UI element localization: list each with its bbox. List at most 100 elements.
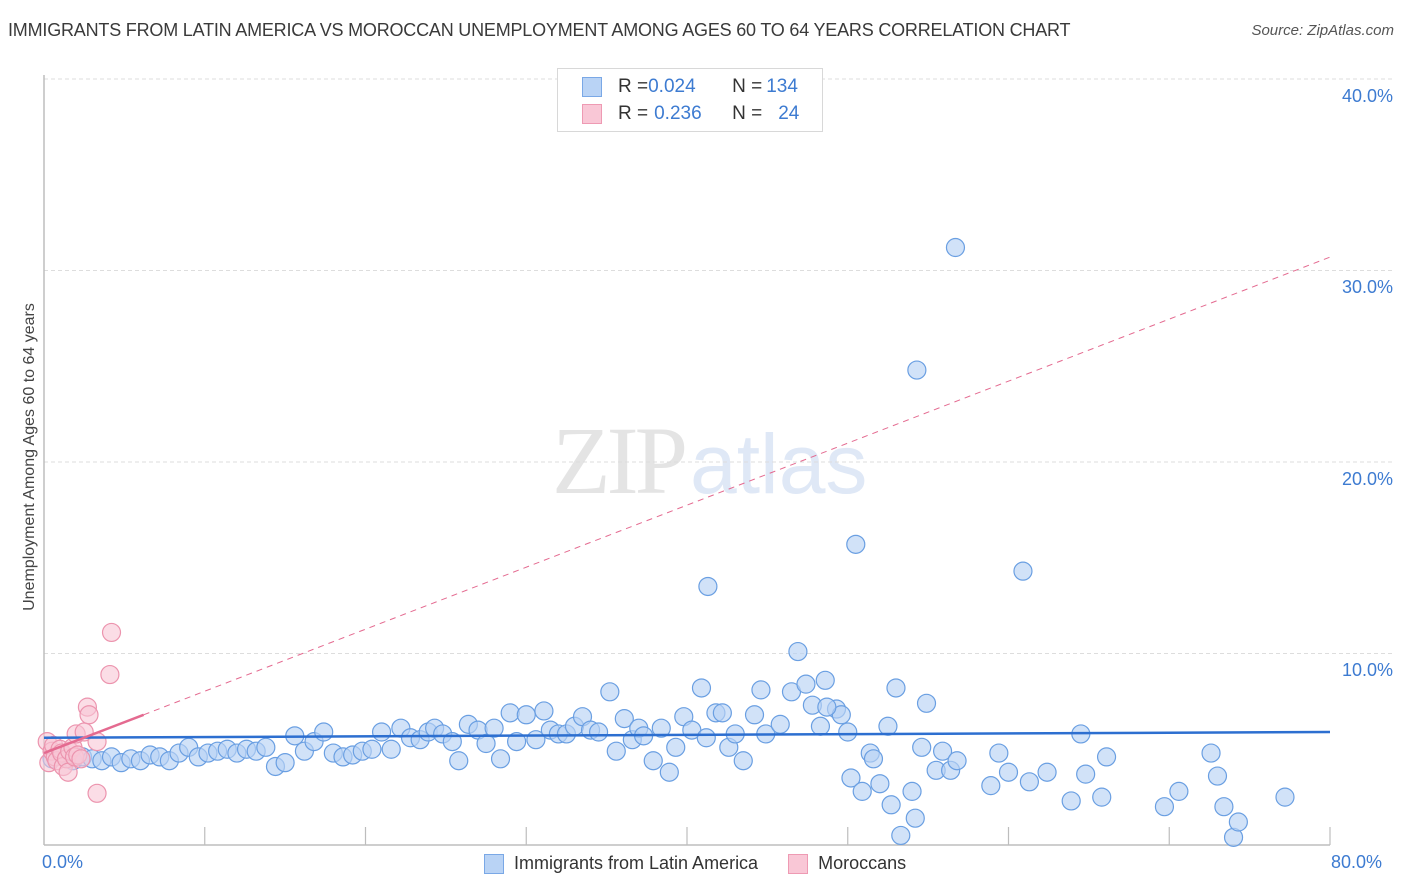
data-point-latin-america — [870, 774, 890, 794]
data-point-latin-america — [902, 781, 922, 801]
data-point-moroccans — [101, 622, 122, 643]
data-point-latin-america — [1037, 762, 1057, 782]
data-point-latin-america — [600, 682, 620, 702]
data-point-latin-america — [1207, 766, 1228, 786]
x-tick-min: 0.0% — [42, 852, 84, 872]
y-tick-40: 40.0% — [1341, 86, 1393, 106]
trendline-moroccans — [43, 713, 145, 755]
y-tick-10: 10.0% — [1341, 660, 1393, 680]
data-point-latin-america — [744, 705, 765, 725]
data-point-latin-america — [500, 703, 520, 723]
data-point-latin-america — [841, 768, 861, 788]
r-value: 0.236 — [654, 103, 702, 124]
r-value: 0.024 — [648, 76, 696, 97]
legend-item-moroccans[interactable]: Moroccans — [788, 853, 906, 874]
data-point-latin-america — [1154, 797, 1175, 817]
data-point-latin-america — [947, 751, 967, 771]
pink-swatch-icon — [582, 104, 602, 124]
data-point-latin-america — [796, 674, 816, 694]
data-point-latin-america — [1214, 797, 1234, 817]
data-point-latin-america — [449, 751, 469, 771]
data-point-latin-america — [846, 534, 866, 554]
data-point-latin-america — [516, 705, 536, 725]
data-point-moroccans — [71, 749, 91, 769]
data-point-latin-america — [314, 722, 334, 742]
data-point-latin-america — [905, 808, 925, 828]
data-point-latin-america — [815, 670, 835, 690]
data-point-latin-america — [484, 718, 504, 738]
data-point-latin-america — [751, 680, 771, 700]
series-legend: Immigrants from Latin America Moroccans — [484, 853, 936, 874]
data-point-latin-america — [1169, 781, 1189, 801]
legend-label: Immigrants from Latin America — [514, 853, 759, 873]
legend-label: Moroccans — [818, 853, 907, 873]
data-point-latin-america — [810, 716, 831, 736]
data-point-latin-america — [998, 762, 1019, 782]
trendline-latin-america — [43, 730, 1331, 740]
data-point-latin-america — [256, 737, 276, 757]
data-point-moroccans — [100, 664, 120, 685]
data-point-latin-america — [817, 697, 837, 717]
y-tick-30: 30.0% — [1341, 277, 1393, 297]
n-label: N = — [732, 103, 763, 124]
data-point-latin-america — [838, 722, 858, 742]
data-point-latin-america — [770, 714, 790, 734]
x-tick-max: 80.0% — [1331, 852, 1383, 872]
data-point-latin-america — [659, 762, 679, 782]
data-point-latin-america — [371, 722, 392, 742]
data-point-latin-america — [788, 641, 808, 662]
data-point-latin-america — [989, 743, 1009, 763]
data-point-latin-america — [362, 739, 382, 759]
data-point-moroccans — [87, 783, 107, 803]
data-point-latin-america — [912, 737, 932, 757]
data-point-latin-america — [1201, 743, 1221, 763]
data-point-latin-america — [981, 776, 1001, 796]
data-point-latin-america — [916, 693, 937, 713]
data-point-latin-america — [606, 741, 626, 761]
pink-swatch-icon — [788, 853, 809, 874]
data-point-latin-america — [945, 237, 966, 258]
correlation-legend: R = 0.024 N = 134 R = 0.236 N = 24 — [557, 68, 823, 132]
data-point-latin-america — [932, 741, 953, 761]
data-point-latin-america — [733, 751, 753, 771]
n-value: 134 — [766, 76, 798, 97]
blue-swatch-icon — [484, 853, 504, 874]
data-point-latin-america — [696, 728, 716, 748]
data-point-latin-america — [1076, 764, 1096, 784]
y-tick-20: 20.0% — [1341, 469, 1393, 489]
data-point-latin-america — [476, 733, 496, 754]
y-axis-label: Unemployment Among Ages 60 to 64 years — [21, 303, 38, 611]
source-label: Source: ZipAtlas.com — [1251, 22, 1394, 39]
data-point-latin-america — [507, 731, 527, 752]
trendline-moroccans-extension — [143, 256, 1331, 716]
data-point-latin-america — [381, 739, 401, 759]
data-point-moroccans — [79, 705, 99, 725]
r-label: R = — [618, 76, 649, 97]
legend-row-latin-america: R = 0.024 N = 134 — [582, 75, 798, 99]
data-point-latin-america — [886, 678, 906, 698]
data-point-latin-america — [1013, 561, 1033, 581]
data-point-latin-america — [643, 751, 663, 771]
data-point-latin-america — [863, 749, 884, 769]
data-point-latin-america — [1019, 772, 1039, 792]
data-point-latin-america — [534, 701, 554, 721]
data-point-latin-america — [1061, 791, 1081, 811]
chart-title: IMMIGRANTS FROM LATIN AMERICA VS MOROCCA… — [8, 20, 1071, 40]
n-label: N = — [732, 76, 763, 97]
legend-item-latin-america[interactable]: Immigrants from Latin America — [484, 853, 758, 874]
data-point-latin-america — [588, 722, 609, 742]
data-point-latin-america — [490, 749, 511, 769]
data-point-latin-america — [1092, 787, 1112, 807]
data-point-latin-america — [275, 753, 295, 773]
blue-swatch-icon — [582, 77, 602, 97]
r-label: R = — [618, 103, 649, 124]
data-point-latin-america — [712, 703, 732, 723]
data-point-latin-america — [881, 795, 901, 815]
data-point-latin-america — [691, 678, 712, 698]
data-point-latin-america — [651, 718, 671, 738]
data-point-latin-america — [1228, 812, 1248, 832]
data-point-latin-america — [614, 709, 634, 729]
data-point-latin-america — [1096, 747, 1117, 767]
data-point-latin-america — [698, 576, 718, 597]
